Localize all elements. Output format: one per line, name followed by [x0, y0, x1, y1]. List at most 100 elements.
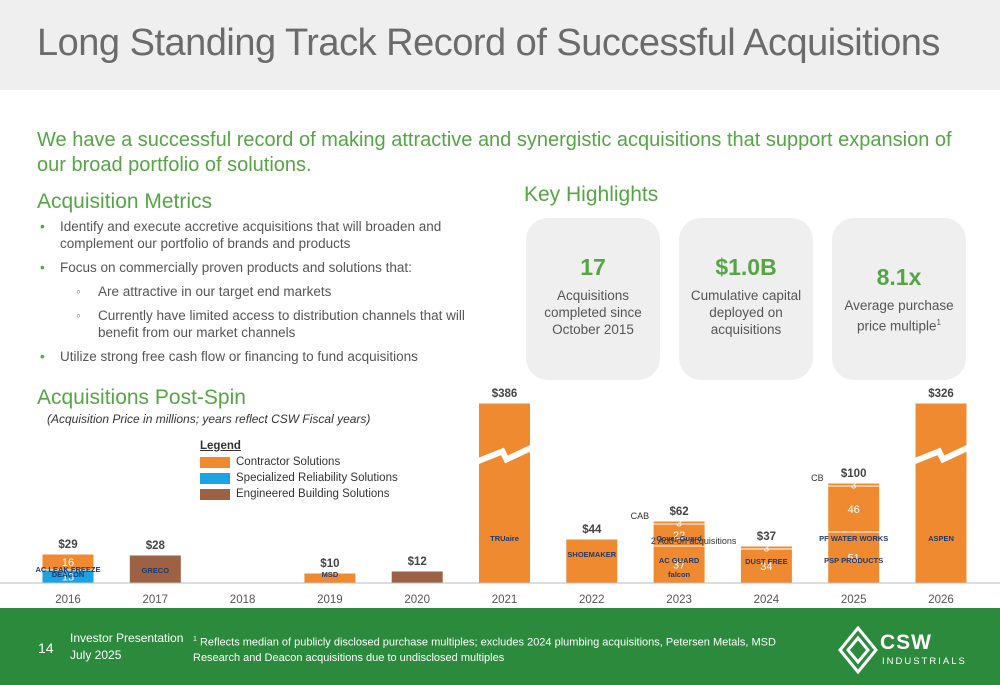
highlight-desc: Acquisitions completed since October 201…: [544, 288, 642, 337]
brand-label: Cover Guard: [656, 534, 702, 543]
bar-total-label: $44: [582, 524, 602, 536]
metric-bullet: Identify and execute accretive acquisiti…: [40, 218, 500, 252]
footnote-text: Reflects median of publicly disclosed pu…: [193, 636, 776, 664]
metric-subbullet: Currently have limited access to distrib…: [40, 307, 500, 341]
legend-title: Legend: [200, 440, 241, 452]
brand-label: PF WATER WORKS: [819, 534, 888, 543]
highlight-value: $1.0B: [715, 254, 777, 280]
footnote-mark: 1: [193, 636, 197, 643]
footer-presentation: Investor Presentation July 2025: [70, 630, 183, 664]
legend-item: Engineered Building Solutions: [200, 486, 398, 502]
segment-label: 34: [760, 561, 772, 573]
brand-label: DUST FREE: [745, 557, 788, 566]
highlight-card-acquisitions: 17 Acquisitions completed since October …: [526, 218, 660, 380]
bar-segment: [739, 545, 793, 550]
bar-total-label: $100: [841, 468, 867, 480]
bar-total-label: $29: [58, 539, 77, 551]
footer-band: 14 Investor Presentation July 2025 1 Ref…: [0, 608, 1000, 685]
bar-segment: [827, 485, 881, 533]
x-tick-label: 2024: [754, 594, 780, 606]
metric-bullet: Utilize strong free cash flow or financi…: [40, 348, 500, 365]
legend-swatch: [200, 456, 230, 468]
brand-label: MSD: [322, 570, 339, 579]
bar-total-label: $62: [670, 506, 689, 518]
metrics-heading: Acquisition Metrics: [37, 190, 213, 213]
bar-segment: [390, 570, 444, 584]
x-tick-label: 2019: [317, 594, 343, 606]
brand-label: DEACON: [52, 570, 85, 579]
bar-segment: [827, 482, 881, 487]
bar-total-label: $37: [757, 531, 776, 543]
brand-label: falcon: [668, 570, 691, 579]
footnote: 1 Reflects median of publicly disclosed …: [193, 632, 803, 666]
bar-total-label: $386: [492, 388, 518, 400]
x-tick-label: 2025: [841, 594, 867, 606]
highlight-value: 17: [580, 254, 606, 280]
legend-swatch: [200, 488, 230, 500]
bar-total-label: $326: [928, 388, 954, 400]
bar-segment: [914, 402, 968, 584]
segment-label: 37: [673, 560, 685, 572]
legend-item: Specialized Reliability Solutions: [200, 470, 398, 486]
legend-label: Contractor Solutions: [236, 456, 341, 468]
x-tick-label: 2016: [55, 594, 81, 606]
metric-subbullet: Are attractive in our target end markets: [40, 283, 500, 300]
segment-label: 3: [851, 481, 857, 492]
bar-segment: [565, 538, 619, 584]
bar-total-label: $10: [320, 558, 339, 570]
segment-label: 46: [848, 504, 860, 516]
segment-label: 22: [673, 530, 685, 542]
highlight-value: 8.1x: [876, 264, 922, 290]
footnote-ref: 1: [936, 318, 941, 327]
legend-item: Contractor Solutions: [200, 454, 398, 470]
metrics-bullets: Identify and execute accretive acquisiti…: [40, 218, 500, 372]
bar-segment: [478, 402, 531, 584]
axis-break-mark: [907, 442, 975, 467]
legend-label: Engineered Building Solutions: [236, 488, 390, 500]
csw-logo: CSW INDUSTRIALS: [838, 625, 968, 675]
highlight-desc-text: Average purchase price multiple: [844, 298, 954, 334]
highlight-desc: Cumulative capital deployed on acquisiti…: [690, 288, 802, 337]
brand-label: TRUaire: [490, 534, 519, 543]
footer-line1: Investor Presentation: [70, 631, 184, 645]
segment-label: 3: [764, 544, 770, 555]
postspin-heading: Acquisitions Post-Spin: [37, 386, 246, 409]
axis-break-mark: [471, 442, 538, 467]
segment-label: 16: [62, 557, 74, 569]
chart-legend: Legend Contractor Solutions Specialized …: [200, 440, 398, 502]
highlight-desc: Average purchase price multiple1: [832, 297, 966, 335]
segment-label: 51: [848, 553, 860, 565]
segment-label: 3: [676, 519, 682, 530]
bar-annotation: 2 Add-on acquisitions: [651, 536, 737, 546]
segment-label: 13: [62, 572, 74, 584]
legend-label: Specialized Reliability Solutions: [236, 472, 398, 484]
x-tick-label: 2026: [928, 594, 954, 606]
footer-line2: July 2025: [70, 648, 122, 662]
logo-subtext: INDUSTRIALS: [882, 656, 967, 667]
x-tick-label: 2017: [143, 594, 169, 606]
highlights-heading: Key Highlights: [524, 183, 659, 206]
highlight-card-capital: $1.0B Cumulative capital deployed on acq…: [679, 218, 813, 380]
brand-label: GRECO: [142, 566, 170, 575]
x-tick-label: 2020: [404, 594, 430, 606]
highlight-card-multiple: 8.1x Average purchase price multiple1: [832, 218, 966, 380]
x-tick-label: 2021: [492, 594, 518, 606]
metric-bullet: Focus on commercially proven products an…: [40, 259, 500, 276]
brand-label: AC LEAK FREEZE: [35, 565, 100, 574]
bar-segment: [41, 553, 95, 571]
legend-swatch: [200, 472, 230, 484]
brand-label: ASPEN: [928, 534, 954, 543]
brand-label: AC GUARD: [659, 556, 700, 565]
x-tick-label: 2018: [230, 594, 256, 606]
bar-segment: [652, 520, 706, 525]
header-band: Long Standing Track Record of Successful…: [0, 0, 1000, 90]
page-title: Long Standing Track Record of Successful…: [37, 22, 940, 64]
csw-diamond-icon: [838, 625, 878, 675]
brand-label: SHOEMAKER: [567, 550, 616, 559]
postspin-note: (Acquisition Price in millions; years re…: [47, 412, 371, 426]
x-tick-label: 2022: [579, 594, 605, 606]
bar-total-label: $28: [146, 540, 166, 552]
x-tick-label: 2023: [666, 594, 692, 606]
page-number: 14: [38, 640, 54, 656]
